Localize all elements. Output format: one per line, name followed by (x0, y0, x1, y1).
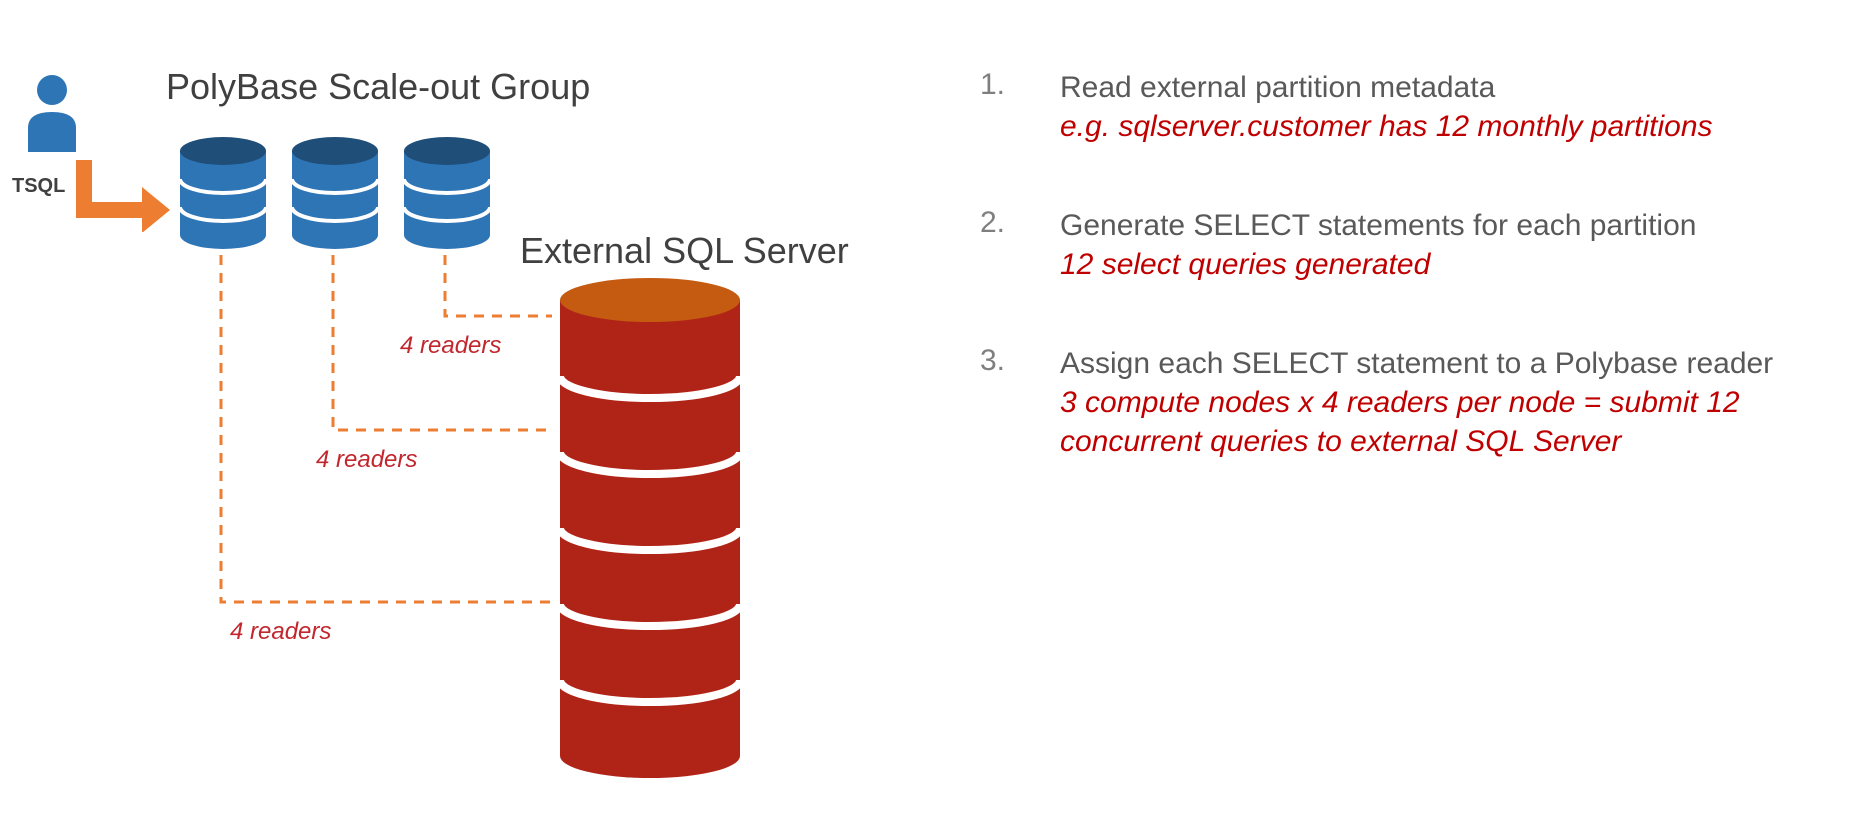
readers-label-1: 4 readers (400, 332, 501, 360)
step-number: 3. (980, 344, 1060, 461)
step-3: 3. Assign each SELECT statement to a Pol… (980, 344, 1830, 461)
step-text: Generate SELECT statements for each part… (1060, 206, 1830, 245)
connectors (0, 0, 960, 822)
readers-label-2: 4 readers (316, 446, 417, 474)
step-number: 2. (980, 206, 1060, 284)
architecture-diagram: PolyBase Scale-out Group External SQL Se… (0, 0, 960, 822)
step-detail: 12 select queries generated (1060, 245, 1830, 284)
step-2: 2. Generate SELECT statements for each p… (980, 206, 1830, 284)
step-detail: e.g. sqlserver.customer has 12 monthly p… (1060, 107, 1830, 146)
external-sql-server-icon (555, 278, 745, 778)
steps-list: 1. Read external partition metadata e.g.… (980, 68, 1830, 521)
step-1: 1. Read external partition metadata e.g.… (980, 68, 1830, 146)
step-detail: 3 compute nodes x 4 readers per node = s… (1060, 383, 1830, 461)
step-text: Read external partition metadata (1060, 68, 1830, 107)
step-number: 1. (980, 68, 1060, 146)
readers-label-3: 4 readers (230, 618, 331, 646)
step-text: Assign each SELECT statement to a Polyba… (1060, 344, 1830, 383)
